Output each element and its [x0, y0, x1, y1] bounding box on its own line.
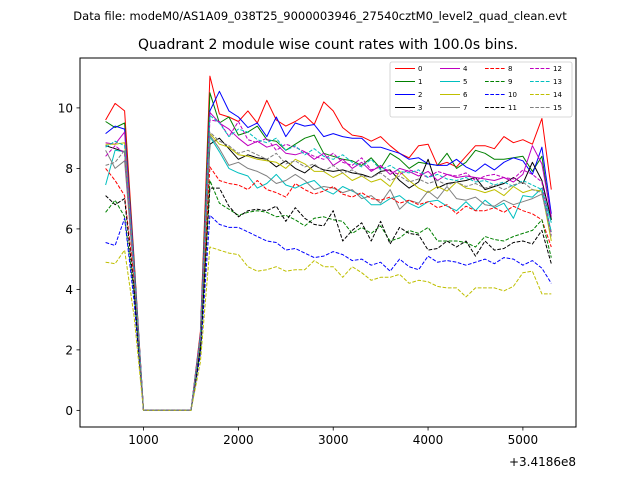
axes-frame [79, 57, 577, 428]
legend-label: 7 [463, 104, 467, 112]
x-tick-label: 2000 [223, 433, 254, 447]
x-tick-label: 4000 [413, 433, 444, 447]
legend-label: 4 [463, 65, 468, 73]
legend-label: 8 [508, 65, 512, 73]
series-line-1 [105, 92, 552, 411]
x-tick-label: 3000 [318, 433, 349, 447]
y-tick-label: 0 [65, 404, 73, 418]
legend-label: 5 [463, 78, 467, 86]
series-lines [105, 75, 552, 411]
x-tick-label: 1000 [128, 433, 159, 447]
chart-title: Quadrant 2 module wise count rates with … [138, 37, 518, 53]
legend-label: 13 [553, 78, 562, 86]
series-line-5 [105, 136, 552, 411]
legend-label: 12 [553, 65, 562, 73]
legend-box [389, 61, 573, 118]
legend-label: 3 [418, 104, 422, 112]
y-tick-label: 8 [65, 162, 73, 176]
y-tick-label: 4 [65, 283, 73, 297]
series-line-0 [105, 75, 552, 411]
series-line-6 [105, 133, 552, 411]
series-line-2 [105, 90, 552, 411]
y-tick-label: 10 [58, 101, 73, 115]
series-line-15 [105, 131, 552, 411]
series-line-4 [105, 111, 552, 411]
y-tick-label: 2 [65, 343, 73, 357]
axis-ticks: 1000 2000 3000 4000 5000 0 2 4 6 8 10 [58, 101, 538, 447]
series-line-12 [105, 119, 552, 411]
series-line-11 [105, 187, 552, 411]
y-tick-label: 6 [65, 222, 73, 236]
legend-label: 10 [508, 91, 517, 99]
series-line-9 [105, 180, 552, 411]
x-offset-label: +3.4186e8 [509, 455, 576, 469]
legend-label: 6 [463, 91, 468, 99]
series-line-8 [105, 166, 552, 411]
legend-label: 9 [508, 78, 512, 86]
legend-label: 2 [418, 91, 422, 99]
legend-label: 1 [418, 78, 422, 86]
legend-label: 14 [553, 91, 562, 99]
file-title: Data file: modeM0/AS1A09_038T25_90000039… [73, 9, 567, 23]
series-line-10 [105, 214, 552, 411]
legend-label: 11 [508, 104, 517, 112]
legend-label: 0 [418, 65, 422, 73]
legend-label: 15 [553, 104, 562, 112]
series-line-14 [105, 246, 552, 411]
x-tick-label: 5000 [508, 433, 539, 447]
